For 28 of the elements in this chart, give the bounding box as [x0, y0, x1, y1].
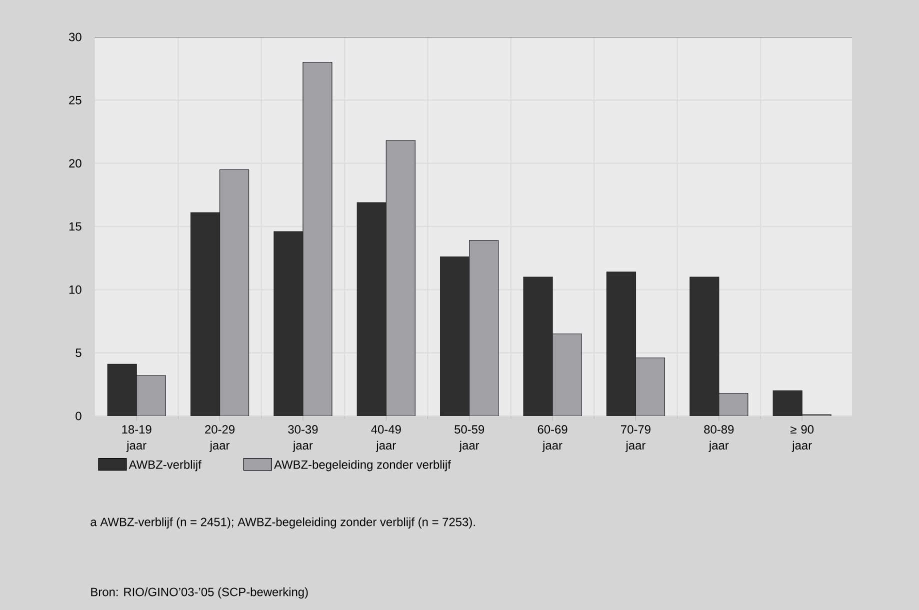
- legend-label: AWBZ-begeleiding zonder verblijf: [274, 460, 451, 472]
- y-tick-label: 25: [69, 96, 82, 104]
- y-tick-label: 30: [68, 32, 82, 42]
- bar: [302, 62, 332, 416]
- x-tick-label: 60-69 jaar: [538, 425, 568, 452]
- legend-label: AWBZ-verblijf: [128, 460, 202, 472]
- bar: [219, 169, 250, 416]
- bar: [136, 375, 166, 416]
- bar: [552, 334, 582, 416]
- bar: [635, 358, 666, 416]
- bar: [386, 140, 416, 416]
- x-tick-label: 40-49 jaar: [371, 425, 401, 452]
- x-tick-label: 18-19 jaar: [122, 425, 152, 452]
- x-tick-label: 20-29 jaar: [205, 425, 234, 452]
- x-tick-label: 70-79 jaar: [621, 425, 650, 452]
- text: a AWBZ-verblijf (n = 2451); AWBZ-begeleiding zonder verblijf (n = 7253).: [90, 517, 475, 529]
- x-tick-label: ≥ 90 jaar: [790, 425, 814, 452]
- bar: [469, 240, 499, 416]
- x-tick-label: 80-89 jaar: [704, 425, 734, 452]
- y-tick-label: 15: [69, 222, 82, 231]
- y-tick-label: 5: [76, 348, 82, 357]
- text: Bron: RIO/GINO’03-’05 (SCP-bewerking): [91, 587, 308, 599]
- y-tick-label: 10: [69, 285, 82, 294]
- y-tick-label: 0: [76, 412, 82, 420]
- y-tick-label: 20: [69, 159, 82, 168]
- x-tick-label: 50-59 jaar: [454, 425, 484, 452]
- x-tick-label: 30-39 jaar: [288, 425, 318, 452]
- bar: [718, 392, 748, 416]
